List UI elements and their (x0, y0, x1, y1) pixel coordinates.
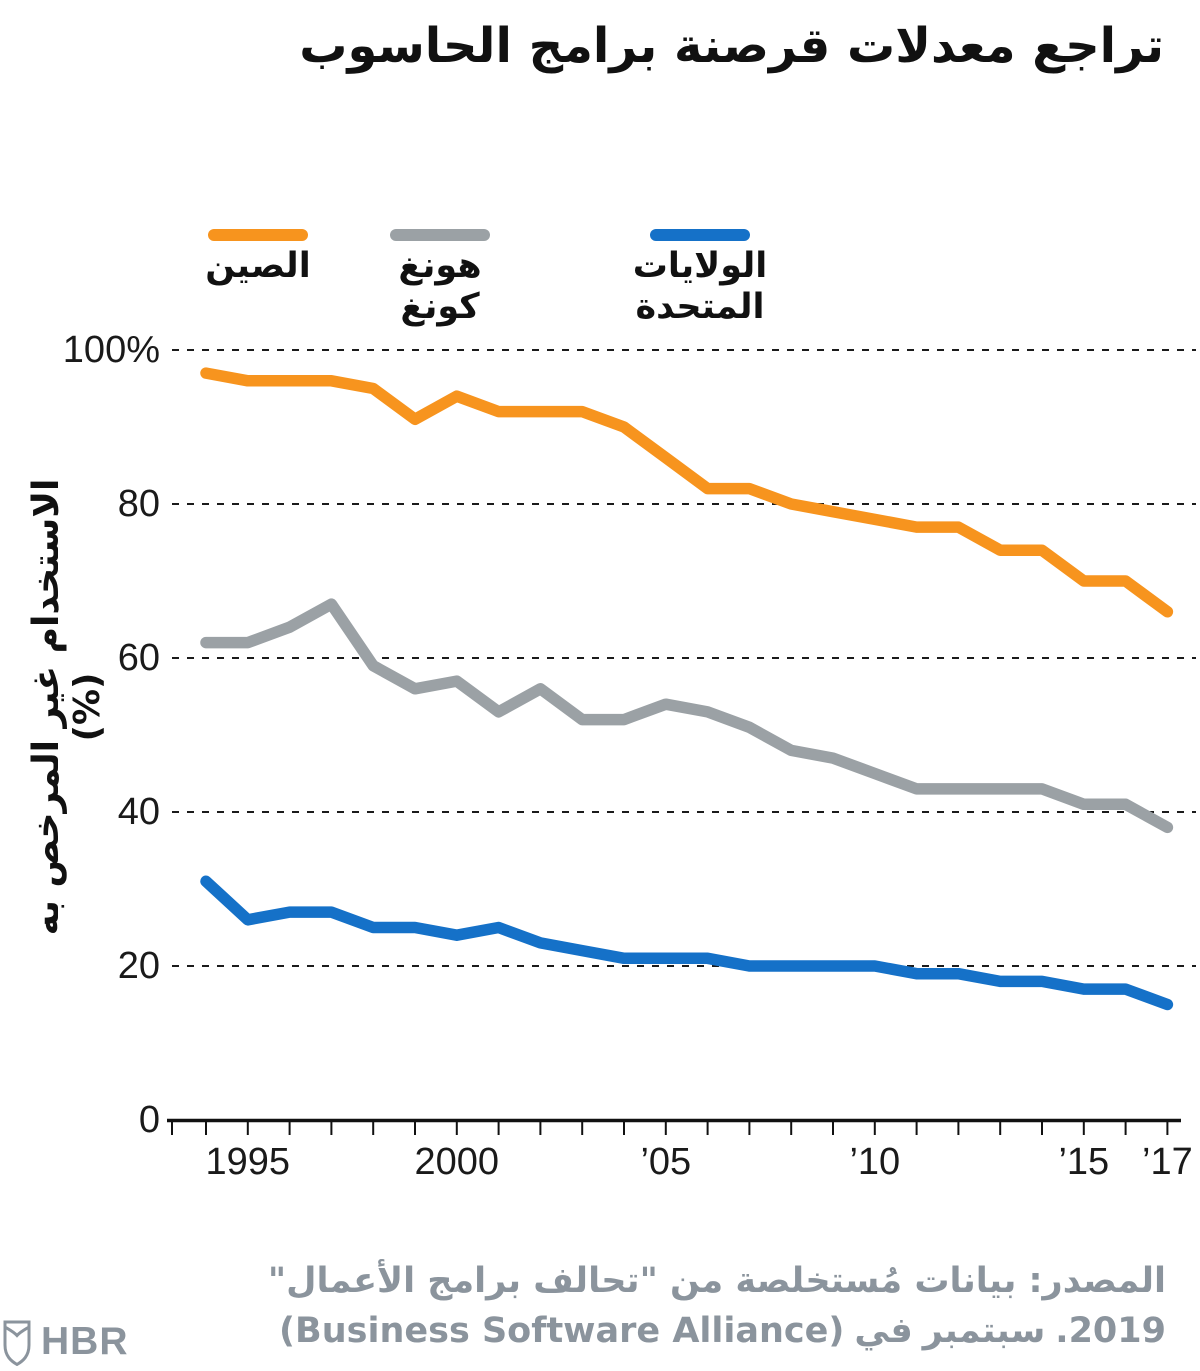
hbr-shield-icon (2, 1320, 32, 1371)
chart-title: تراجع معدلات قرصنة برامج الحاسوب (299, 18, 1164, 74)
legend-swatch-china (208, 229, 308, 241)
hbr-logo: HBR (2, 1320, 129, 1371)
source-alliance-latin: (Business Software Alliance) (279, 1311, 845, 1351)
x-tick-label-2010: ’10 (849, 1141, 901, 1183)
hbr-wordmark: HBR (41, 1320, 129, 1363)
y-tick-label-40: 40 (117, 791, 160, 833)
source-note: المصدر: بيانات مُستخلصة من "تحالف برامج … (268, 1258, 1166, 1355)
source-word-september: سبتمبر (922, 1311, 1046, 1351)
legend-swatch-united-states (650, 229, 750, 241)
x-tick-label-2005: ’05 (640, 1141, 692, 1183)
source-year: 2019. (1055, 1311, 1166, 1351)
y-tick-label-60: 60 (117, 637, 160, 679)
legend-label-united-states: الولايات المتحدة (632, 246, 768, 327)
line-china (200, 367, 1174, 618)
x-tick-label-2015: ’15 (1058, 1141, 1110, 1183)
y-tick-label-0: 0 (138, 1099, 160, 1141)
source-word-fi: في (854, 1311, 913, 1351)
y-tick-label-20: 20 (117, 945, 160, 987)
line-hong-kong (200, 598, 1174, 834)
y-tick-label-100: 100% (62, 329, 160, 371)
source-line1: المصدر: بيانات مُستخلصة من "تحالف برامج … (267, 1261, 1166, 1301)
x-tick-label-1995: 1995 (205, 1141, 291, 1183)
y-tick-label-80: 80 (117, 483, 160, 525)
legend-label-hong-kong: هونغ كونغ (398, 246, 482, 327)
line-united-states (200, 875, 1174, 1011)
legend-label-china: الصين (205, 246, 311, 286)
x-tick-label-2000: 2000 (414, 1141, 500, 1183)
legend-swatch-hong-kong (390, 229, 490, 241)
x-tick-label-2017: ’17 (1142, 1141, 1193, 1183)
source-line2: (Business Software Alliance) في سبتمبر 2… (268, 1308, 1166, 1355)
